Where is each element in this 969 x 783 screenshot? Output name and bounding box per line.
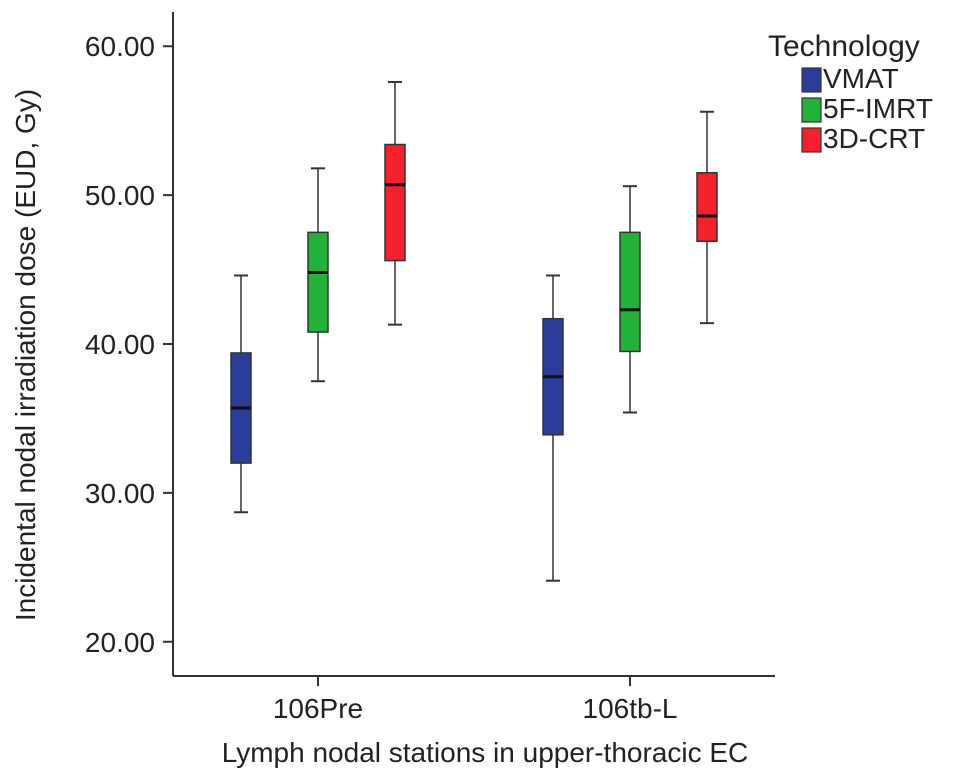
y-axis-title: Incidental nodal irradiation dose (EUD, … <box>10 89 41 621</box>
box-vmat-106tb-l <box>542 274 564 582</box>
box-3d-crt-106pre <box>384 80 406 326</box>
box-iqr <box>619 231 641 353</box>
box-5f-imrt-106tb-l <box>619 185 641 414</box>
y-tick-label: 30.00 <box>85 478 155 509</box>
plot-area <box>230 80 718 582</box>
box-iqr <box>307 231 329 333</box>
y-tick-label: 40.00 <box>85 329 155 360</box>
legend-swatch-vmat <box>801 67 822 93</box>
legend-label-vmat: VMAT <box>823 63 899 94</box>
box-vmat-106pre <box>230 274 252 514</box>
legend-swatch-5f-imrt <box>801 97 822 123</box>
y-tick-label: 20.00 <box>85 627 155 658</box>
box-iqr <box>696 172 718 243</box>
y-tick-label: 60.00 <box>85 31 155 62</box>
axes: 20.00 30.00 40.00 50.00 60.00 106Pre 106tb-L <box>85 12 775 724</box>
legend-label-3d-crt: 3D-CRT <box>823 123 925 154</box>
box-5f-imrt-106pre <box>307 167 329 383</box>
legend-label-5f-imrt: 5F-IMRT <box>823 93 933 124</box>
x-axis-title: Lymph nodal stations in upper-thoracic E… <box>222 737 749 768</box>
x-tick-label: 106Pre <box>273 693 363 724</box>
box-3d-crt-106tb-l <box>696 110 718 325</box>
legend-swatch-3d-crt <box>801 127 822 153</box>
legend-title: Technology <box>768 30 920 63</box>
y-tick-label: 50.00 <box>85 180 155 211</box>
box-iqr <box>384 143 406 262</box>
x-tick-label: 106tb-L <box>583 693 678 724</box>
